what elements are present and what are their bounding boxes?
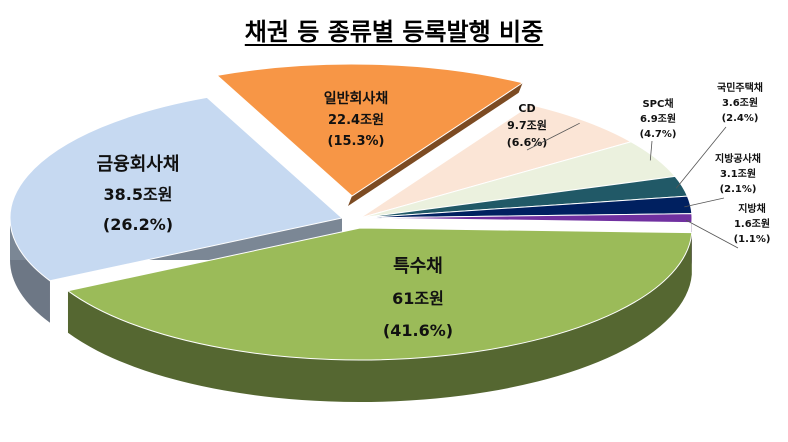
slice-value-label: 38.5조원 — [104, 185, 173, 204]
slice-percent-label: (1.1%) — [734, 234, 771, 245]
pie-slice-side — [10, 218, 50, 323]
slice-value-label: 22.4조원 — [328, 113, 384, 128]
slice-value-label: 3.6조원 — [722, 96, 758, 109]
slice-label: 일반회사채 — [324, 90, 388, 107]
slice-percent-label: (6.6%) — [507, 136, 548, 149]
chart-title: 채권 등 종류별 등록발행 비중 — [244, 18, 544, 46]
slice-label: 지방공사채 — [715, 152, 761, 165]
leader-line — [526, 122, 580, 151]
leader-line — [685, 219, 739, 249]
slice-value-label: 9.7조원 — [507, 118, 547, 132]
slice-label: CD — [518, 102, 535, 115]
pie-slice — [359, 104, 633, 219]
leader-line — [649, 140, 653, 161]
slice-label: 국민주택채 — [717, 81, 763, 94]
slice-percent-label: (4.7%) — [640, 129, 677, 140]
slice-label: 특수채 — [393, 256, 443, 277]
pie-slice-side — [348, 82, 523, 206]
slice-label: SPC채 — [642, 97, 673, 110]
slice-percent-label: (26.2%) — [103, 215, 173, 234]
pie-slice — [215, 63, 524, 197]
pie-slice — [66, 227, 693, 361]
slice-label: 금융회사채 — [97, 154, 180, 175]
slice-value-label: 3.1조원 — [720, 167, 756, 180]
slice-value-label: 61조원 — [392, 289, 444, 308]
slice-label: 지방채 — [738, 202, 766, 215]
slice-value-label: 1.6조원 — [734, 217, 770, 230]
slice-percent-label: (15.3%) — [328, 134, 385, 149]
leader-line — [675, 126, 727, 189]
slice-value-label: 6.9조원 — [640, 112, 676, 125]
leader-line — [684, 197, 725, 208]
pie-slice — [359, 213, 693, 224]
slice-percent-label: (41.6%) — [383, 321, 453, 340]
pie-slice — [9, 96, 344, 282]
slice-percent-label: (2.4%) — [722, 113, 759, 124]
slice-percent-label: (2.1%) — [720, 184, 757, 195]
pie-slice-side — [67, 232, 692, 402]
